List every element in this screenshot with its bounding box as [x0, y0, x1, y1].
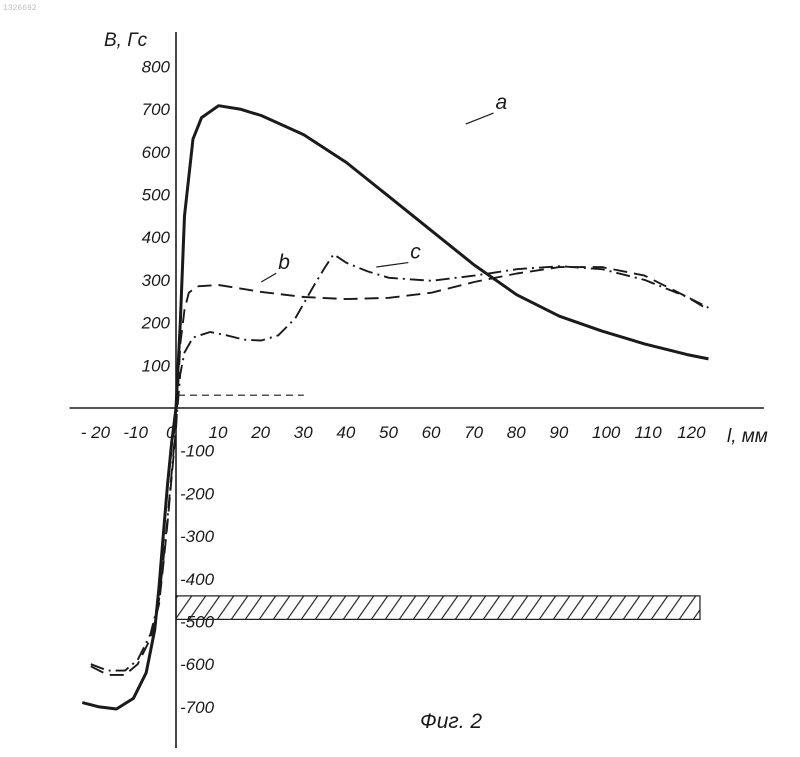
x-tick-label: 50 [379, 423, 398, 442]
y-tick-label: 800 [142, 57, 171, 76]
y-tick-label: 100 [142, 356, 171, 375]
series-label-c: c [410, 241, 421, 264]
series-label-b: b [278, 251, 290, 274]
series-leader-a [466, 113, 494, 124]
y-tick-label: 300 [142, 271, 171, 290]
x-tick-label: - 20 [81, 423, 111, 442]
y-tick-label: 600 [142, 143, 171, 162]
x-tick-label: 30 [294, 423, 313, 442]
x-tick-label: 110 [635, 423, 663, 442]
y-tick-label: -100 [180, 442, 215, 461]
x-axis-label: l, мм [727, 426, 768, 447]
series-leader-c [376, 263, 408, 268]
y-tick-label: 200 [141, 314, 171, 333]
y-tick-label: -300 [180, 527, 215, 546]
corner-text: 1326692 [3, 4, 37, 13]
x-tick-label: 90 [549, 423, 568, 442]
x-tick-label: 40 [336, 423, 355, 442]
y-tick-label: 400 [142, 228, 171, 247]
x-tick-label: 100 [592, 423, 621, 442]
x-tick-label: 120 [677, 423, 706, 442]
axes [70, 32, 764, 748]
y-tick-label: -600 [180, 655, 215, 674]
y-tick-label: -700 [180, 698, 215, 717]
x-tick-label: 70 [464, 423, 483, 442]
hatched-bar [176, 596, 700, 619]
y-tick-label: -500 [180, 613, 215, 632]
y-tick-label: 700 [142, 100, 171, 119]
y-tick-label: -400 [180, 570, 215, 589]
x-tick-label: 10 [209, 423, 228, 442]
series-label-a: a [496, 91, 508, 114]
y-tick-label: -200 [180, 484, 215, 503]
x-tick-label: 20 [250, 423, 270, 442]
x-tick-label: 0 [166, 423, 176, 442]
y-axis-label: B, Гс [104, 30, 148, 51]
y-tick-label: 500 [142, 186, 171, 205]
x-tick-label: 80 [507, 423, 526, 442]
x-tick-label: -10 [123, 423, 148, 442]
figure-caption: Фиг. 2 [420, 710, 482, 733]
series-leader-b [261, 273, 276, 282]
x-tick-label: 60 [422, 423, 441, 442]
